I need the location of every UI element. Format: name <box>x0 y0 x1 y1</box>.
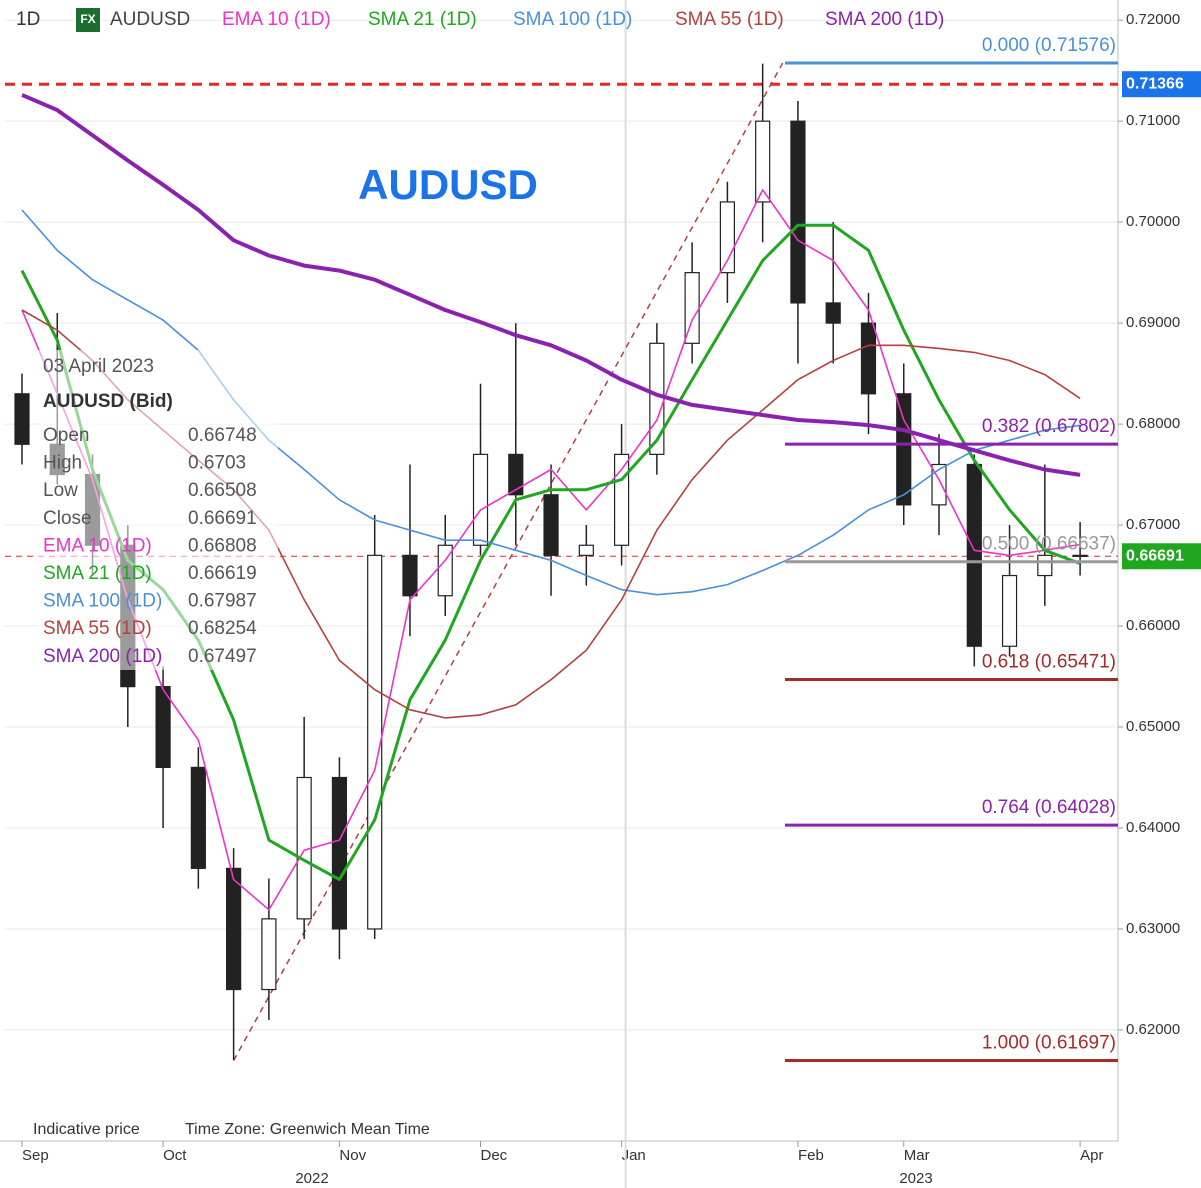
candle-body <box>613 453 630 546</box>
candle-body <box>508 453 524 496</box>
y-tick-label: 0.63000 <box>1126 920 1180 937</box>
fx-badge <box>76 8 100 32</box>
info-label: High <box>43 453 82 474</box>
info-label: Open <box>43 425 89 446</box>
candle-body <box>825 302 841 324</box>
candle-body <box>331 776 348 930</box>
fib-label: 1.000 (0.61697) <box>982 1033 1116 1054</box>
info-value: 0.66619 <box>188 563 257 584</box>
y-tick-label: 0.64000 <box>1126 819 1180 836</box>
x-tick-label: Oct <box>163 1147 187 1164</box>
candle-body <box>860 322 877 395</box>
timeframe: 1D <box>16 9 40 30</box>
marks <box>5 62 1118 1061</box>
candle-body <box>1037 554 1053 577</box>
candle-body <box>261 918 277 991</box>
price-tag-label: 0.71366 <box>1126 75 1184 92</box>
x-tick-label: Apr <box>1080 1147 1103 1164</box>
candle-body <box>543 494 559 556</box>
info-label: Low <box>43 480 78 501</box>
y-tick-label: 0.70000 <box>1126 213 1180 230</box>
candle-body <box>437 544 453 597</box>
y-tick-label: 0.66000 <box>1126 617 1180 634</box>
x-tick-label: Jan <box>622 1147 646 1164</box>
candle-body <box>472 453 489 546</box>
y-tick-label: 0.72000 <box>1126 11 1180 28</box>
candle-body <box>966 463 982 647</box>
y-tick-label: 0.69000 <box>1126 314 1180 331</box>
y-tick-label: 0.62000 <box>1126 1021 1180 1038</box>
year-label: 2023 <box>899 1170 932 1187</box>
fib-label: 0.500 (0.66637) <box>982 534 1116 555</box>
info-value: 0.66808 <box>188 535 257 556</box>
x-tick-label: Dec <box>481 1147 508 1164</box>
legend-entry: SMA 200 (1D) <box>825 9 944 30</box>
chart-title: AUDUSD <box>358 161 538 208</box>
info-value: 0.66508 <box>188 480 257 501</box>
trend-line <box>232 62 784 1061</box>
legend-entry: EMA 10 (1D) <box>222 9 331 30</box>
fib-label: 0.382 (0.67802) <box>982 416 1116 437</box>
x-tick-label: Nov <box>339 1147 366 1164</box>
candle-body <box>578 544 594 556</box>
candle-body <box>790 120 806 304</box>
y-tick-label: 0.65000 <box>1126 718 1180 735</box>
fib-label: 0.618 (0.65471) <box>982 651 1116 672</box>
legend-price: AUDUSD <box>110 9 190 30</box>
ma-line <box>21 93 1081 477</box>
footer-note: Time Zone: Greenwich Mean Time <box>185 1121 430 1138</box>
info-label: SMA 21 (1D) <box>43 563 152 584</box>
info-value: 0.68254 <box>188 618 257 639</box>
candle-body <box>1001 574 1018 647</box>
footer-note: Indicative price <box>33 1121 140 1138</box>
candle-body <box>755 120 771 203</box>
info-symbol: AUDUSD (Bid) <box>43 391 173 412</box>
candle-body <box>1072 554 1088 557</box>
legend-entry: SMA 100 (1D) <box>513 9 632 30</box>
y-tick-label: 0.68000 <box>1126 415 1180 432</box>
info-value: 0.66748 <box>188 425 257 446</box>
info-value: 0.66691 <box>188 508 257 529</box>
candle-body <box>14 393 30 445</box>
candle-body <box>226 867 242 991</box>
y-tick-label: 0.71000 <box>1126 112 1180 129</box>
x-tick-label: Feb <box>798 1147 824 1164</box>
info-label: Close <box>43 508 92 529</box>
info-panel <box>38 350 278 670</box>
candle-body <box>367 554 383 930</box>
candle-body <box>402 554 418 597</box>
legend-entry: SMA 55 (1D) <box>675 9 784 30</box>
x-tick-label: Sep <box>22 1147 49 1164</box>
ma-line <box>21 189 1081 911</box>
price-tag <box>1122 543 1201 570</box>
y-tick-label: 0.67000 <box>1126 516 1180 533</box>
price-tag-label: 0.66691 <box>1126 547 1184 564</box>
fib-label: 0.000 (0.71576) <box>982 35 1116 56</box>
candle-body <box>190 766 206 869</box>
info-label: SMA 200 (1D) <box>43 646 162 667</box>
info-value: 0.67497 <box>188 646 257 667</box>
fx-badge-label: FX <box>80 12 95 26</box>
info-label: SMA 55 (1D) <box>43 618 152 639</box>
price-tag <box>1122 71 1201 98</box>
x-tick-label: Mar <box>904 1147 930 1164</box>
candle-body <box>896 393 912 506</box>
year-label: 2022 <box>295 1170 328 1187</box>
info-label: SMA 100 (1D) <box>43 591 162 612</box>
fib-label: 0.764 (0.64028) <box>982 797 1116 818</box>
info-date: 03 April 2023 <box>43 356 154 377</box>
candle-body <box>155 686 171 768</box>
info-value: 0.6703 <box>188 453 246 474</box>
legend-entry: SMA 21 (1D) <box>368 9 477 30</box>
overlay: 0.000 (0.71576) 0.382 (0.67802) 0.500 (0.6… <box>16 8 1201 1138</box>
info-value: 0.67987 <box>188 591 257 612</box>
info-label: EMA 10 (1D) <box>43 535 152 556</box>
